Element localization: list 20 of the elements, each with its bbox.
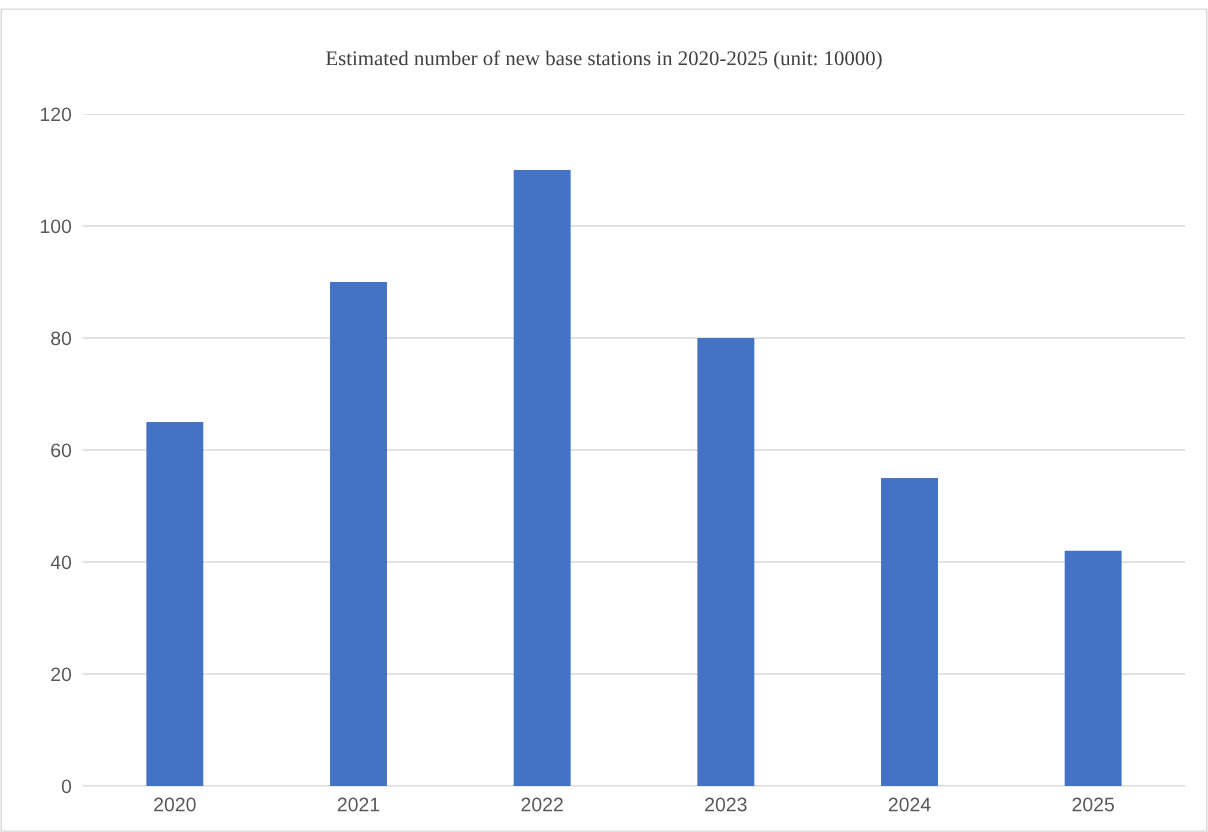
- y-tick-label: 100: [40, 219, 72, 234]
- x-tick-label: 2025: [1072, 797, 1114, 812]
- bar: [146, 422, 204, 786]
- x-tick-label: 2021: [337, 797, 380, 812]
- bar: [697, 338, 755, 786]
- chart-title: Estimated number of new base stations in 2020-2025 (unit: 10000): [326, 50, 882, 70]
- y-tick-label: 0: [61, 779, 72, 794]
- y-tick-label: 20: [51, 667, 72, 682]
- bar: [881, 478, 938, 786]
- y-tick-label: 80: [51, 331, 72, 346]
- y-tick-label: 60: [51, 443, 72, 458]
- x-tick-label: 2023: [705, 797, 747, 812]
- bar: [1064, 550, 1122, 786]
- x-tick-label: 2024: [888, 797, 931, 812]
- x-tick-label: 2022: [521, 797, 563, 812]
- x-tick-label: 2020: [154, 797, 196, 812]
- y-tick-label: 40: [50, 555, 72, 570]
- y-tick-label: 120: [40, 107, 72, 122]
- bar: [330, 282, 387, 786]
- bar: [513, 170, 571, 786]
